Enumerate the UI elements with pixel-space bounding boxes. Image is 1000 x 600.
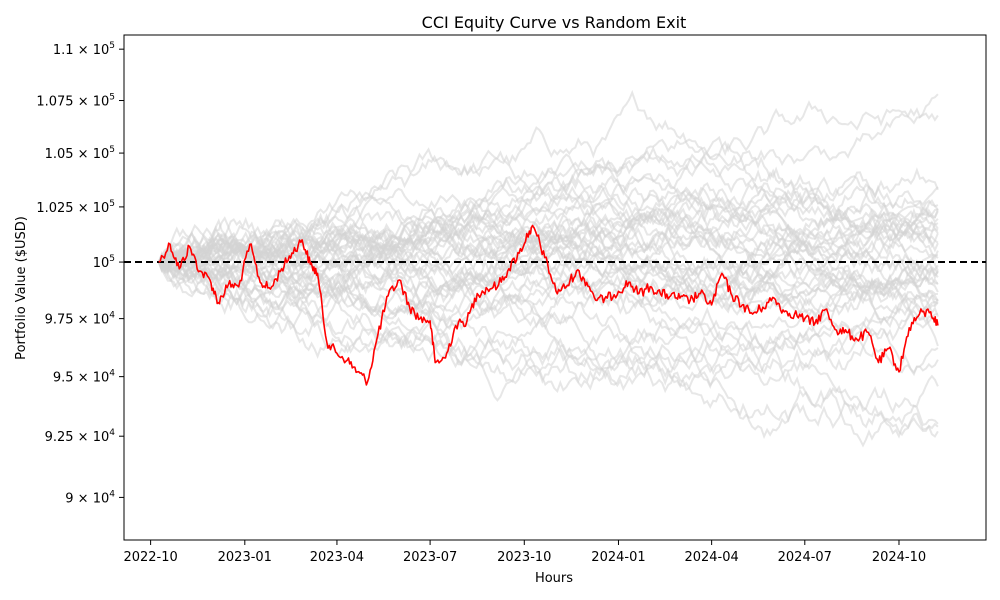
random-exit-curve	[157, 257, 939, 439]
y-tick-label: 9.5 × 104	[53, 369, 115, 386]
x-axis-label: Hours	[535, 571, 573, 586]
plot-area	[123, 34, 987, 541]
x-tick-label: 2024-07	[778, 550, 832, 565]
y-tick-label: 9.25 × 104	[45, 428, 116, 445]
x-tick-label: 2024-01	[591, 550, 645, 565]
random-exit-curve	[157, 208, 939, 285]
random-exit-curve	[158, 242, 939, 448]
x-tick-label: 2024-10	[872, 550, 926, 565]
y-tick-label: 9 × 104	[65, 489, 115, 506]
x-tick-label: 2023-01	[218, 550, 272, 565]
y-tick-label: 1.025 × 105	[36, 199, 115, 216]
y-tick-label: 1.075 × 105	[36, 93, 115, 110]
strategy-equity-line	[158, 224, 939, 386]
random-exit-curves	[157, 89, 939, 448]
x-tick-label: 2023-10	[497, 550, 551, 565]
random-exit-curve	[158, 246, 939, 377]
random-exit-curve	[158, 173, 939, 285]
x-tick-label: 2023-04	[310, 550, 364, 565]
y-tick-label: 1.05 × 105	[45, 145, 115, 162]
x-tick-label: 2024-04	[684, 550, 738, 565]
random-exit-curve	[158, 237, 939, 292]
y-axis: 9 × 104 9.25 × 104 9.5 × 104 9.75 × 104 105 1…	[36, 41, 124, 506]
random-exit-curve	[157, 242, 939, 370]
x-axis: 2022-10 2023-01 2023-04 2023-07 2023-10 2024-…	[123, 540, 926, 565]
random-exit-curve	[157, 261, 939, 437]
chart-title: CCI Equity Curve vs Random Exit	[422, 13, 687, 32]
random-exit-curve	[157, 261, 939, 402]
y-axis-label: Portfolio Value ($USD)	[14, 216, 29, 360]
random-exit-curve	[158, 206, 939, 310]
y-tick-label: 105	[93, 254, 115, 271]
y-tick-label: 1.1 × 105	[53, 41, 115, 58]
random-exit-curve	[157, 201, 939, 288]
x-tick-label: 2023-07	[403, 550, 457, 565]
random-exit-curve	[157, 253, 939, 390]
x-tick-label: 2022-10	[123, 550, 177, 565]
y-tick-label: 9.75 × 104	[45, 311, 116, 328]
random-exit-curve	[157, 112, 939, 271]
